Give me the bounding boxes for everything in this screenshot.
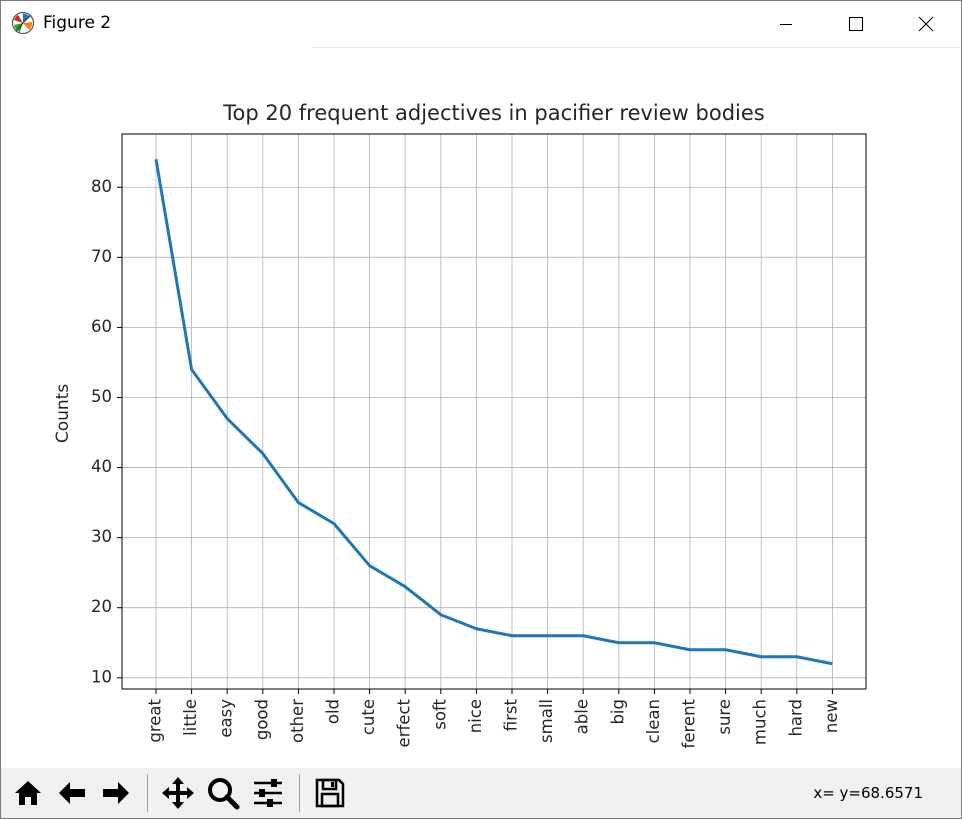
x-tick-label: easy (217, 699, 236, 738)
x-tick-label: good (252, 699, 271, 740)
arrow-right-icon (103, 782, 129, 804)
maximize-icon (849, 17, 863, 31)
maximize-button[interactable] (821, 1, 891, 47)
toolbar-separator (147, 774, 151, 812)
floppy-disk-icon (315, 778, 345, 808)
x-tick-label: erfect (395, 698, 414, 747)
window-title: Figure 2 (43, 13, 112, 33)
toolbar-separator (299, 774, 303, 812)
x-tick-label: soft (430, 698, 449, 729)
x-tick-label: first (502, 698, 521, 731)
matplotlib-logo-icon (11, 11, 35, 35)
close-button[interactable] (891, 1, 961, 47)
chart-title: Top 20 frequent adjectives in pacifier r… (222, 101, 765, 125)
move-icon (162, 777, 194, 809)
y-axis-label: Counts (53, 384, 73, 443)
figure-canvas[interactable] (1, 48, 961, 768)
x-tick-label: clean (644, 699, 663, 743)
title-separator (313, 47, 961, 48)
y-tick-label: 80 (91, 177, 112, 196)
save-button[interactable] (311, 774, 349, 812)
axes-frame (121, 133, 867, 690)
zoom-button[interactable] (204, 774, 242, 812)
y-tick-label: 30 (91, 527, 112, 546)
minimize-button[interactable] (751, 1, 821, 47)
y-tick-label: 10 (91, 667, 112, 686)
minimize-icon (780, 24, 792, 25)
line-chart[interactable]: great little easy good other old cute erfect sof… (1, 48, 961, 768)
y-tick-label: 20 (91, 597, 112, 616)
x-tick-label: able (573, 699, 592, 734)
y-tick-label: 70 (91, 247, 112, 266)
x-tick-label: cute (359, 699, 378, 735)
series-line-layer (154, 158, 833, 666)
sliders-icon (254, 779, 282, 807)
y-tick-label: 40 (91, 457, 112, 476)
y-tick-label: 50 (91, 387, 112, 406)
ticks: great little easy good other old cute erfect sof… (91, 177, 841, 749)
x-tick-label: sure (715, 699, 734, 735)
cursor-coordinates: x= y=68.6571 (813, 784, 923, 802)
home-icon (15, 781, 41, 805)
x-tick-label: hard (786, 699, 805, 737)
x-tick-label: old (324, 699, 343, 724)
x-tick-label: new (822, 699, 841, 733)
forward-button[interactable] (97, 774, 135, 812)
configure-subplots-button[interactable] (249, 774, 287, 812)
x-tick-label: great (146, 698, 165, 742)
y-tick-label: 60 (91, 317, 112, 336)
home-button[interactable] (9, 774, 47, 812)
x-tick-label: nice (466, 699, 485, 733)
x-tick-label: big (608, 699, 627, 725)
x-tick-label: small (537, 699, 556, 743)
series-line (154, 158, 833, 666)
grid (122, 134, 866, 689)
x-tick-label: other (288, 699, 307, 743)
navigation-toolbar: x= y=68.6571 (1, 768, 961, 818)
title-bar[interactable]: Figure 2 (1, 1, 961, 47)
pan-button[interactable] (159, 774, 197, 812)
back-button[interactable] (53, 774, 91, 812)
x-tick-label: little (181, 699, 200, 736)
arrow-left-icon (59, 782, 85, 804)
x-tick-label: ferent (680, 698, 699, 748)
magnifier-icon (208, 778, 240, 810)
x-tick-label: much (751, 699, 770, 745)
close-icon (918, 16, 934, 32)
